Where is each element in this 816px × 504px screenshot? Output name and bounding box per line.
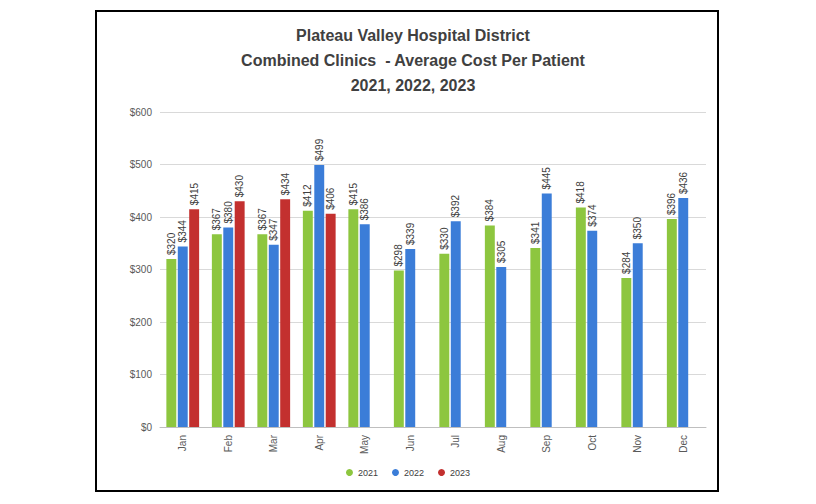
svg-text:Oct: Oct xyxy=(587,435,598,451)
svg-text:Aug: Aug xyxy=(496,435,507,453)
svg-text:$350: $350 xyxy=(632,217,643,240)
svg-text:$418: $418 xyxy=(575,181,586,204)
svg-text:$392: $392 xyxy=(450,195,461,218)
svg-text:Nov: Nov xyxy=(632,435,643,453)
svg-text:Mar: Mar xyxy=(268,434,279,452)
svg-text:$320: $320 xyxy=(166,232,177,255)
svg-text:Jan: Jan xyxy=(177,435,188,451)
svg-text:$436: $436 xyxy=(678,171,689,194)
svg-text:Apr: Apr xyxy=(314,434,325,450)
svg-text:$386: $386 xyxy=(359,198,370,221)
svg-text:$374: $374 xyxy=(587,204,598,227)
svg-text:$500: $500 xyxy=(130,159,153,170)
svg-text:2021, 2022, 2023: 2021, 2022, 2023 xyxy=(351,77,476,94)
svg-text:$284: $284 xyxy=(621,251,632,274)
svg-text:$0: $0 xyxy=(141,422,153,433)
svg-text:Jun: Jun xyxy=(405,435,416,451)
svg-text:$412: $412 xyxy=(302,184,313,207)
svg-text:$445: $445 xyxy=(541,167,552,190)
svg-text:Feb: Feb xyxy=(223,435,234,453)
svg-text:$305: $305 xyxy=(496,240,507,263)
svg-text:$384: $384 xyxy=(484,199,495,222)
svg-text:$300: $300 xyxy=(130,264,153,275)
svg-text:$400: $400 xyxy=(130,212,153,223)
svg-text:$415: $415 xyxy=(348,182,359,205)
svg-text:$396: $396 xyxy=(666,192,677,215)
svg-text:$600: $600 xyxy=(130,107,153,118)
svg-text:Dec: Dec xyxy=(678,435,689,453)
svg-text:$100: $100 xyxy=(130,369,153,380)
svg-text:$380: $380 xyxy=(223,201,234,224)
svg-text:2022: 2022 xyxy=(404,468,424,478)
svg-text:$415: $415 xyxy=(189,182,200,205)
svg-text:$406: $406 xyxy=(325,187,336,210)
svg-text:$499: $499 xyxy=(314,138,325,161)
svg-text:2023: 2023 xyxy=(450,468,470,478)
svg-text:Plateau Valley Hospital Distri: Plateau Valley Hospital District xyxy=(296,27,531,44)
svg-text:$434: $434 xyxy=(280,172,291,195)
svg-text:$339: $339 xyxy=(405,222,416,245)
svg-text:Combined Clinics - Average Co: Combined Clinics - Average Cost Per Pati… xyxy=(241,52,585,69)
svg-text:May: May xyxy=(359,435,370,454)
svg-text:Sep: Sep xyxy=(541,435,552,453)
svg-text:$298: $298 xyxy=(393,244,404,267)
svg-text:$430: $430 xyxy=(234,175,245,198)
svg-text:$341: $341 xyxy=(530,221,541,244)
svg-text:Jul: Jul xyxy=(450,435,461,448)
svg-text:$200: $200 xyxy=(130,317,153,328)
svg-text:$367: $367 xyxy=(211,208,222,231)
svg-text:$367: $367 xyxy=(257,208,268,231)
svg-text:$330: $330 xyxy=(439,227,450,250)
svg-text:$347: $347 xyxy=(268,218,279,241)
svg-text:$344: $344 xyxy=(177,220,188,243)
svg-text:2021: 2021 xyxy=(358,468,378,478)
